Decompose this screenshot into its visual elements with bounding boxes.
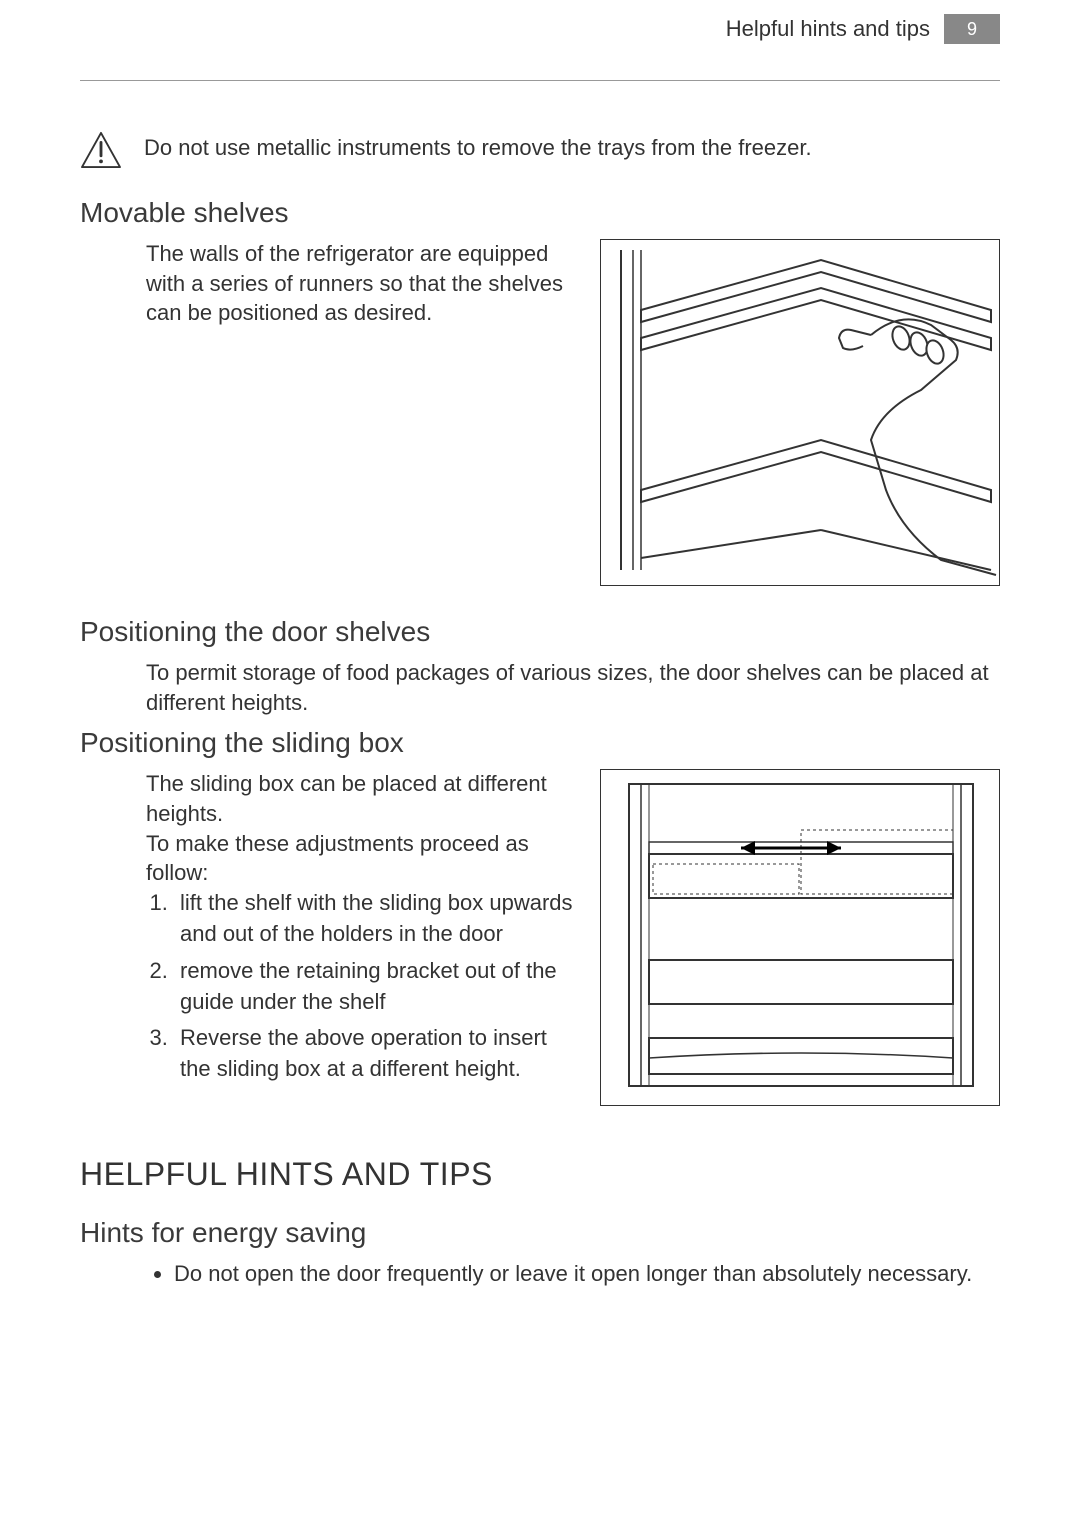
movable-shelves-body: The walls of the refrigerator are equipp… — [146, 239, 580, 328]
warning-icon — [80, 131, 122, 169]
step-2: remove the retaining bracket out of the … — [174, 956, 580, 1018]
heading-door-shelves: Positioning the door shelves — [80, 616, 1000, 648]
heading-movable-shelves: Movable shelves — [80, 197, 1000, 229]
step-3: Reverse the above operation to insert th… — [174, 1023, 580, 1085]
sliding-box-steps: lift the shelf with the sliding box upwa… — [146, 888, 580, 1085]
warning-note: Do not use metallic instruments to remov… — [80, 131, 1000, 169]
heading-energy-saving: Hints for energy saving — [80, 1217, 1000, 1249]
energy-saving-bullets: Do not open the door frequently or leave… — [146, 1259, 1000, 1290]
sliding-box-intro2: To make these adjustments proceed as fol… — [146, 829, 580, 888]
figure-movable-shelves — [600, 239, 1000, 586]
energy-bullet-1: Do not open the door frequently or leave… — [174, 1259, 1000, 1290]
sliding-box-intro1: The sliding box can be placed at differe… — [146, 769, 580, 828]
running-head-text: Helpful hints and tips — [726, 16, 930, 42]
section-title-hints: HELPFUL HINTS AND TIPS — [80, 1156, 1000, 1193]
step-1: lift the shelf with the sliding box upwa… — [174, 888, 580, 950]
warning-text: Do not use metallic instruments to remov… — [144, 131, 812, 161]
page-number: 9 — [944, 14, 1000, 44]
figure-sliding-box — [600, 769, 1000, 1106]
heading-sliding-box: Positioning the sliding box — [80, 727, 1000, 759]
running-header: Helpful hints and tips 9 — [80, 14, 1000, 44]
door-shelves-body: To permit storage of food packages of va… — [146, 658, 1000, 717]
